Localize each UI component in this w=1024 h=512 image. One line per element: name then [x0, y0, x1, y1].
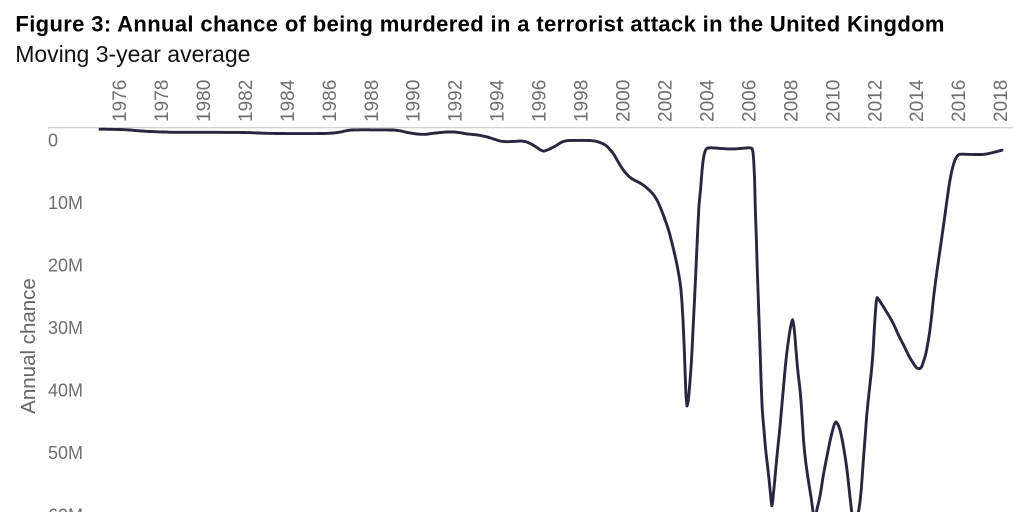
svg-text:50M: 50M — [48, 443, 83, 463]
svg-text:1996: 1996 — [530, 80, 551, 122]
svg-text:2006: 2006 — [739, 80, 760, 122]
svg-text:2018: 2018 — [991, 80, 1012, 122]
svg-text:1992: 1992 — [446, 80, 467, 122]
svg-text:1982: 1982 — [236, 80, 257, 122]
svg-text:0: 0 — [48, 130, 58, 150]
svg-text:2014: 2014 — [907, 79, 928, 122]
svg-text:1984: 1984 — [278, 79, 299, 122]
svg-text:1986: 1986 — [320, 80, 341, 122]
svg-text:Moving 3-year average: Moving 3-year average — [15, 41, 250, 67]
svg-text:1980: 1980 — [194, 80, 215, 122]
svg-text:Figure 3: Annual chance of bei: Figure 3: Annual chance of being murdere… — [15, 11, 944, 36]
svg-text:1988: 1988 — [362, 80, 383, 122]
svg-text:2008: 2008 — [781, 80, 802, 122]
svg-text:2004: 2004 — [697, 79, 718, 122]
svg-text:2012: 2012 — [865, 80, 886, 122]
svg-text:2016: 2016 — [949, 80, 970, 122]
svg-text:40M: 40M — [48, 380, 83, 400]
svg-text:30M: 30M — [48, 318, 83, 338]
svg-text:20M: 20M — [48, 255, 83, 275]
svg-text:2002: 2002 — [656, 80, 677, 122]
svg-text:10M: 10M — [48, 193, 83, 213]
svg-text:Annual chance: Annual chance — [17, 278, 40, 414]
svg-text:1998: 1998 — [572, 80, 593, 122]
svg-text:1978: 1978 — [152, 80, 173, 122]
svg-text:2000: 2000 — [614, 80, 635, 122]
svg-text:1990: 1990 — [404, 80, 425, 122]
svg-text:2010: 2010 — [823, 80, 844, 122]
svg-text:1976: 1976 — [110, 80, 131, 122]
svg-text:1994: 1994 — [488, 79, 509, 122]
svg-text:60M: 60M — [48, 505, 83, 512]
